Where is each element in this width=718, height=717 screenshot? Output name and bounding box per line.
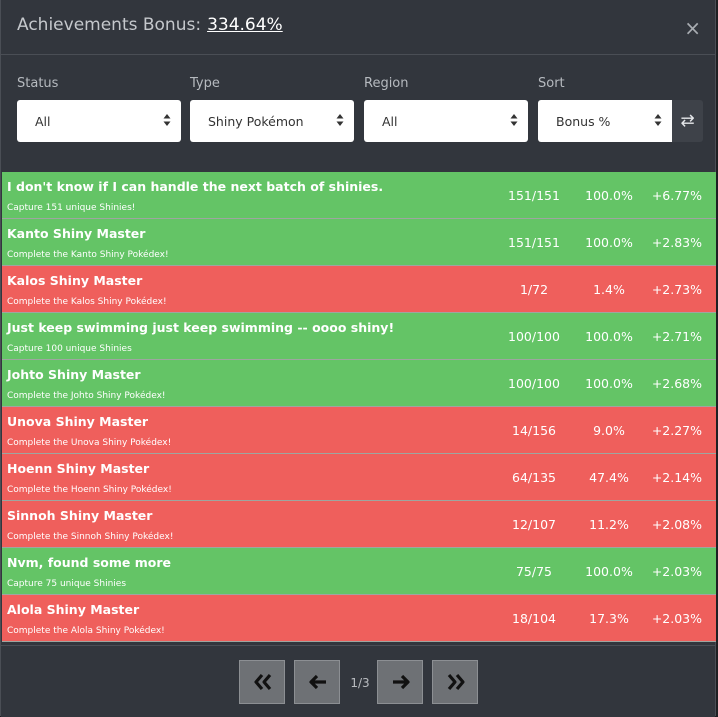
achievement-row: Kalos Shiny Master Complete the Kalos Shi…: [2, 266, 716, 313]
achievement-progress: 1/72: [519, 282, 549, 297]
achievement-progress: 100/100: [508, 376, 560, 391]
achievement-description: Complete the Unova Shiny Pokédex!: [7, 438, 172, 448]
achievement-bonus: +2.08%: [651, 517, 702, 532]
sort-select[interactable]: Bonus %: [538, 100, 672, 142]
sort-label: Sort: [538, 76, 565, 91]
achievement-percent: 100.0%: [585, 564, 633, 579]
region-value: All: [382, 114, 398, 129]
achievement-percent: 17.3%: [589, 611, 629, 626]
achievement-name: Johto Shiny Master: [7, 367, 141, 382]
status-select[interactable]: All: [17, 100, 181, 142]
achievement-progress: 75/75: [515, 564, 553, 579]
achievement-percent: 100.0%: [585, 376, 633, 391]
achievement-description: Complete the Sinnoh Shiny Pokédex!: [7, 532, 174, 542]
arrow-left-icon: [309, 674, 326, 690]
achievement-bonus: +2.03%: [651, 564, 702, 579]
achievement-bonus: +2.14%: [651, 470, 702, 485]
total-bonus[interactable]: 334.64%: [207, 15, 283, 35]
achievement-percent: 100.0%: [585, 188, 633, 203]
sort-caret-icon: [163, 114, 171, 126]
achievement-progress: 151/151: [508, 235, 560, 250]
achievement-percent: 1.4%: [593, 282, 625, 297]
achievement-progress: 151/151: [508, 188, 560, 203]
achievement-percent: 11.2%: [589, 517, 629, 532]
achievement-row: Hoenn Shiny Master Complete the Hoenn Shi…: [2, 454, 716, 501]
achievement-percent: 9.0%: [593, 423, 625, 438]
double-chevron-left-icon: [254, 673, 272, 691]
region-label: Region: [364, 76, 409, 91]
achievement-bonus: +6.77%: [651, 188, 702, 203]
achievement-description: Capture 151 unique Shinies!: [7, 203, 136, 213]
achievement-name: Alola Shiny Master: [7, 602, 140, 617]
achievement-description: Complete the Kalos Shiny Pokédex!: [7, 297, 167, 307]
achievement-name: Hoenn Shiny Master: [7, 461, 150, 476]
achievement-row: Sinnoh Shiny Master Complete the Sinnoh S…: [2, 501, 716, 548]
achievement-progress: 12/107: [512, 517, 556, 532]
region-select[interactable]: All: [364, 100, 528, 142]
achievement-row: Unova Shiny Master Complete the Unova Shi…: [2, 407, 716, 454]
achievement-name: Kalos Shiny Master: [7, 273, 143, 288]
sort-caret-icon: [336, 114, 344, 126]
achievement-progress: 100/100: [508, 329, 560, 344]
achievement-name: Just keep swimming just keep swimming --…: [7, 320, 395, 335]
achievement-description: Capture 75 unique Shinies: [7, 579, 127, 589]
achievement-row: Just keep swimming just keep swimming --…: [2, 313, 716, 360]
achievement-list: I don't know if I can handle the next ba…: [2, 172, 716, 642]
achievement-row: Alola Shiny Master Complete the Alola Shi…: [2, 595, 716, 642]
achievement-bonus: +2.73%: [651, 282, 702, 297]
achievement-name: Kanto Shiny Master: [7, 226, 146, 241]
type-value: Shiny Pokémon: [208, 114, 304, 129]
type-select[interactable]: Shiny Pokémon: [190, 100, 354, 142]
achievement-bonus: +2.71%: [651, 329, 702, 344]
achievement-name: I don't know if I can handle the next ba…: [7, 179, 384, 194]
achievement-progress: 14/156: [512, 423, 556, 438]
achievement-description: Complete the Hoenn Shiny Pokédex!: [7, 485, 172, 495]
last-page-button[interactable]: [432, 660, 478, 704]
achievement-progress: 64/135: [512, 470, 556, 485]
status-label: Status: [17, 76, 59, 91]
sort-caret-icon: [510, 114, 518, 126]
achievement-bonus: +2.68%: [651, 376, 702, 391]
achievement-bonus: +2.03%: [651, 611, 702, 626]
title-text: Achievements Bonus:: [17, 15, 202, 35]
achievement-percent: 100.0%: [585, 329, 633, 344]
modal-title: Achievements Bonus: 334.64%: [17, 15, 283, 35]
status-value: All: [35, 114, 51, 129]
achievement-description: Complete the Kanto Shiny Pokédex!: [7, 250, 169, 260]
achievement-name: Sinnoh Shiny Master: [7, 508, 153, 523]
filter-bar: Status All Type Shiny Pokémon Region All…: [1, 55, 715, 171]
arrow-right-icon: [393, 674, 410, 690]
achievement-name: Nvm, found some more: [7, 555, 171, 570]
first-page-button[interactable]: [239, 660, 285, 704]
sort-caret-icon: [654, 114, 662, 126]
achievement-percent: 100.0%: [585, 235, 633, 250]
achievement-description: Complete the Alola Shiny Pokédex!: [7, 626, 165, 636]
achievement-bonus: +2.83%: [651, 235, 702, 250]
page-indicator: 1/3: [350, 676, 370, 690]
achievement-bonus: +2.27%: [651, 423, 702, 438]
achievement-row: Kanto Shiny Master Complete the Kanto Shi…: [2, 219, 716, 266]
next-page-button[interactable]: [377, 660, 423, 704]
double-chevron-right-icon: [447, 673, 465, 691]
close-icon[interactable]: ×: [684, 16, 701, 40]
achievement-percent: 47.4%: [589, 470, 629, 485]
achievement-row: I don't know if I can handle the next ba…: [2, 172, 716, 219]
achievement-progress: 18/104: [512, 611, 556, 626]
achievement-row: Johto Shiny Master Complete the Johto Shi…: [2, 360, 716, 407]
achievement-name: Unova Shiny Master: [7, 414, 149, 429]
achievement-description: Complete the Johto Shiny Pokédex!: [7, 391, 166, 401]
swap-sort-direction-icon[interactable]: ⇄: [672, 100, 703, 142]
achievement-row: Nvm, found some more Capture 75 unique Sh…: [2, 548, 716, 595]
type-label: Type: [190, 76, 220, 91]
achievement-description: Capture 100 unique Shinies: [7, 344, 132, 354]
sort-value: Bonus %: [556, 114, 611, 129]
pagination: 1/3: [1, 645, 715, 717]
previous-page-button[interactable]: [294, 660, 340, 704]
modal-header: Achievements Bonus: 334.64% ×: [1, 0, 715, 55]
